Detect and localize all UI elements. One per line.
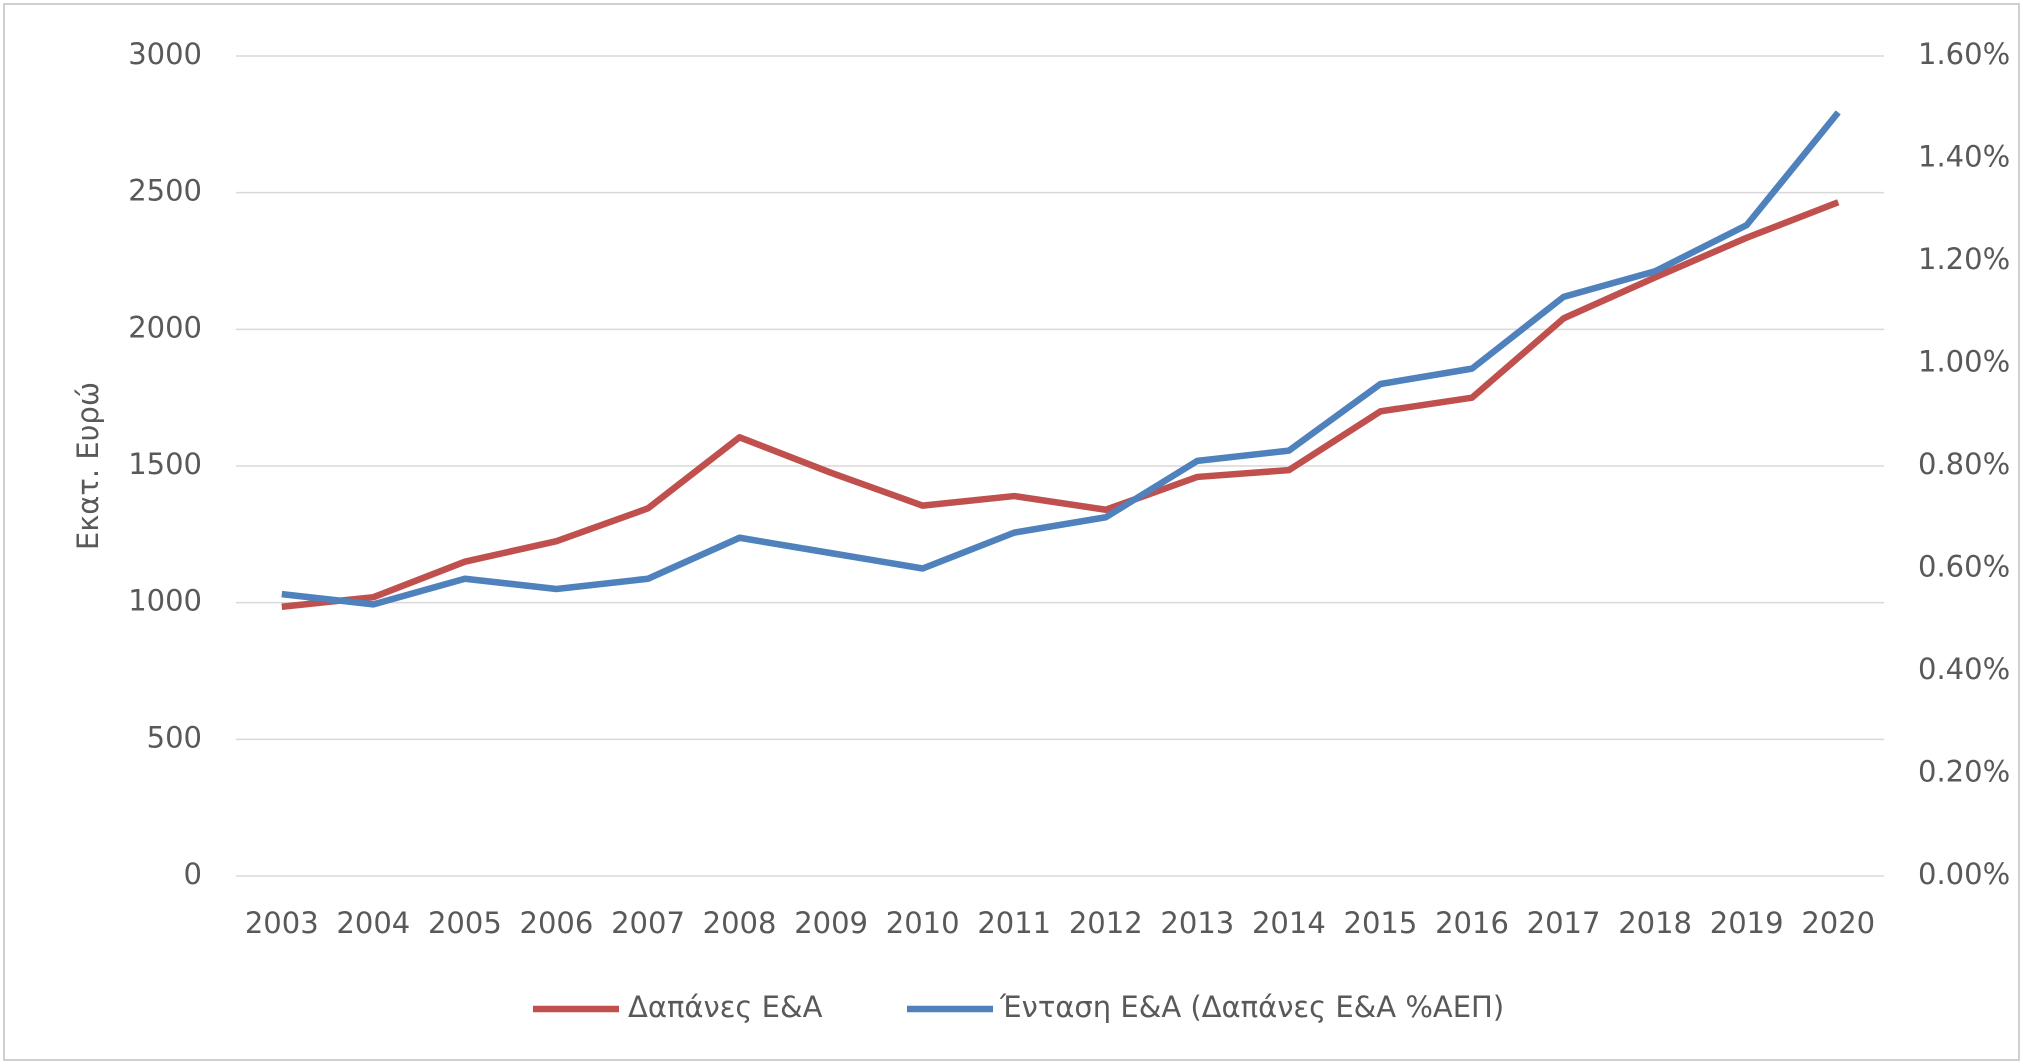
x-tick-label: 2005 [428, 906, 502, 940]
y-tick-label: 3000 [128, 37, 202, 71]
x-tick-label: 2017 [1527, 906, 1601, 940]
y2-tick-label: 0.20% [1918, 755, 2010, 789]
series-line [281, 110, 1841, 608]
y2-tick-label: 0.60% [1918, 550, 2010, 584]
x-tick-label: 2012 [1069, 906, 1143, 940]
y-tick-label: 2000 [128, 310, 202, 344]
x-tick-label: 2006 [520, 906, 594, 940]
y2-tick-label: 0.80% [1918, 447, 2010, 481]
x-tick-label: 2015 [1344, 906, 1418, 940]
legend-label: Δαπάνες Ε&Α [628, 990, 823, 1024]
x-tick-label: 2010 [886, 906, 960, 940]
y-axis-label: Εκατ. Ευρώ [71, 382, 105, 550]
y2-tick-label: 1.60% [1918, 37, 2010, 71]
y2-tick-label: 1.40% [1918, 140, 2010, 174]
x-tick-label: 2007 [611, 906, 685, 940]
y2-tick-label: 1.00% [1918, 345, 2010, 379]
x-tick-label: 2019 [1710, 906, 1784, 940]
x-tick-label: 2013 [1160, 906, 1234, 940]
x-tick-label: 2018 [1618, 906, 1692, 940]
y-tick-label: 500 [147, 720, 202, 754]
y2-tick-label: 0.40% [1918, 652, 2010, 686]
series-line [281, 199, 1840, 610]
x-tick-label: 2020 [1801, 906, 1875, 940]
y-tick-label: 1500 [128, 447, 202, 481]
x-tick-label: 2011 [977, 906, 1051, 940]
x-tick-label: 2004 [336, 906, 410, 940]
y2-tick-label: 1.20% [1918, 242, 2010, 276]
x-tick-label: 2008 [703, 906, 777, 940]
x-tick-label: 2009 [794, 906, 868, 940]
y-tick-label: 2500 [128, 174, 202, 208]
y-tick-label: 0 [184, 857, 202, 891]
y2-tick-label: 0.00% [1918, 857, 2010, 891]
legend-label: Ένταση Ε&Α (Δαπάνες Ε&Α %ΑΕΠ) [999, 990, 1504, 1024]
x-tick-label: 2016 [1435, 906, 1509, 940]
x-tick-label: 2014 [1252, 906, 1326, 940]
y-tick-label: 1000 [128, 584, 202, 618]
x-tick-label: 2003 [245, 906, 319, 940]
